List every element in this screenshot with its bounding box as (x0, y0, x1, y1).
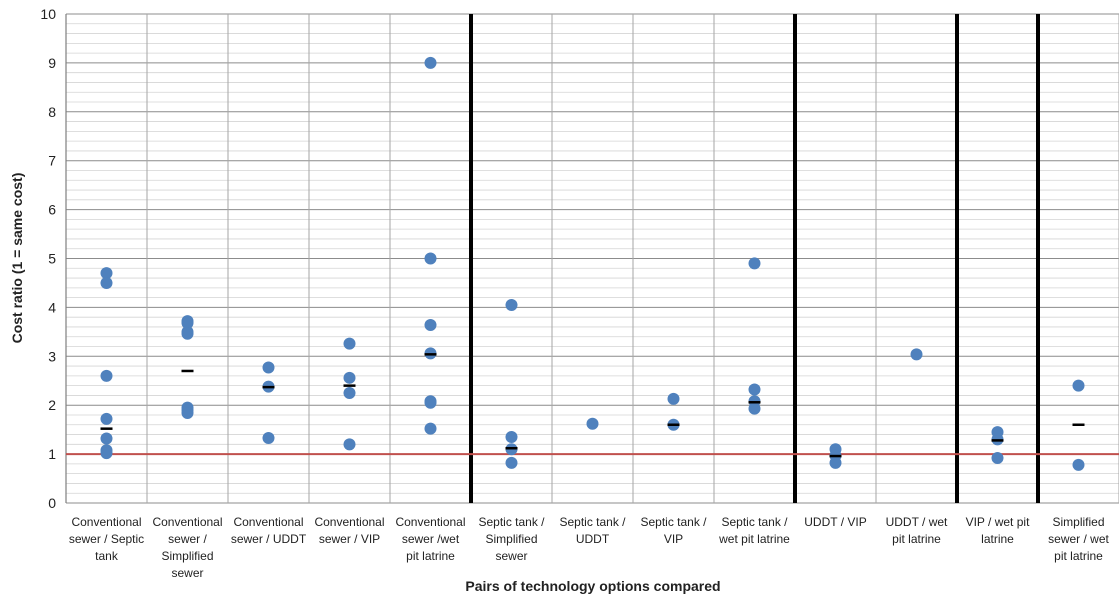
x-category-label-line: pit latrine (1054, 549, 1103, 563)
data-point (424, 252, 437, 265)
x-category-labels: Conventional sewer / Septic tankConvention… (69, 515, 1110, 580)
y-tick-label: 3 (48, 348, 56, 364)
data-point (1072, 379, 1085, 392)
data-point (505, 430, 518, 443)
y-tick-label: 6 (48, 202, 56, 218)
x-category-label-line: Conventional (233, 515, 303, 529)
x-category-label: UDDT / wet pit latrine (886, 515, 948, 546)
data-point (262, 431, 275, 444)
data-point (100, 447, 113, 460)
x-category-label-line: UDDT (576, 532, 610, 546)
x-category-label-line: UDDT / VIP (804, 515, 866, 529)
x-category-label: Simplified sewer / wet pit latrine (1048, 515, 1109, 563)
data-point (100, 267, 113, 280)
x-category-label-line: Conventional (152, 515, 222, 529)
x-category-label-line: tank (95, 549, 119, 563)
data-point (991, 452, 1004, 465)
data-point (424, 422, 437, 435)
data-point (748, 383, 761, 396)
x-category-label-line: VIP (664, 532, 683, 546)
data-point (181, 327, 194, 340)
x-category-label: Conventional sewer / Septic tank (69, 515, 144, 563)
data-point (910, 348, 923, 361)
data-point (343, 337, 356, 350)
data-point (1072, 458, 1085, 471)
x-category-label: Conventional sewer / UDDT (231, 515, 307, 546)
x-axis-title: Pairs of technology options compared (465, 578, 720, 594)
x-category-label-line: Simplified (161, 549, 213, 563)
x-category-label-line: pit latrine (406, 549, 455, 563)
y-tick-label: 2 (48, 397, 56, 413)
data-point (100, 412, 113, 425)
x-category-label: Septic tank / wet pit latrine (718, 515, 790, 546)
data-point (424, 319, 437, 332)
data-point (100, 276, 113, 289)
x-category-label-line: sewer / wet (1048, 532, 1109, 546)
data-point (100, 369, 113, 382)
data-point (424, 56, 437, 69)
y-tick-label: 7 (48, 153, 56, 169)
x-category-label-line: sewer / Septic (69, 532, 144, 546)
x-category-label: Conventional sewer / Simplified sewer (152, 515, 222, 580)
data-point (100, 432, 113, 445)
y-tick-label: 5 (48, 251, 56, 267)
data-point (505, 456, 518, 469)
x-category-label: Septic tank / VIP (640, 515, 707, 546)
y-tick-label: 9 (48, 55, 56, 71)
data-point (181, 407, 194, 420)
x-category-label-line: sewer / VIP (319, 532, 380, 546)
x-category-label-line: Conventional (395, 515, 465, 529)
y-tick-labels: 0 1 2 3 4 5 6 7 8 9 10 (40, 6, 56, 511)
x-category-label-line: Simplified (485, 532, 537, 546)
y-tick-label: 8 (48, 104, 56, 120)
mean-markers (100, 353, 1085, 458)
data-point (343, 386, 356, 399)
data-points (100, 56, 1085, 471)
data-point (343, 371, 356, 384)
data-point (748, 402, 761, 415)
x-category-label-line: sewer (495, 549, 527, 563)
y-axis-title: Cost ratio (1 = same cost) (9, 173, 25, 344)
data-point (748, 257, 761, 270)
x-category-label-line: Septic tank / (721, 515, 788, 529)
x-category-label-line: VIP / wet pit (966, 515, 1030, 529)
x-category-label: Conventional sewer / VIP (314, 515, 384, 546)
x-category-label: Conventional sewer /wet pit latrine (395, 515, 465, 563)
y-tick-label: 4 (48, 299, 56, 315)
x-category-label-line: wet pit latrine (718, 532, 790, 546)
data-point (181, 317, 194, 330)
x-category-label-line: sewer / UDDT (231, 532, 307, 546)
x-category-label-line: sewer / (168, 532, 207, 546)
x-category-label-line: Conventional (314, 515, 384, 529)
data-point (667, 392, 680, 405)
x-category-label-line: Conventional (71, 515, 141, 529)
y-tick-label: 1 (48, 446, 56, 462)
x-category-label-line: pit latrine (892, 532, 941, 546)
x-category-label: Septic tank / Simplified sewer (478, 515, 545, 563)
group-separators (469, 14, 1040, 503)
x-category-label-line: latrine (981, 532, 1014, 546)
data-point (505, 298, 518, 311)
x-category-label-line: Septic tank / (559, 515, 626, 529)
data-point (586, 417, 599, 430)
data-point (343, 438, 356, 451)
x-category-label-line: UDDT / wet (886, 515, 948, 529)
data-point (829, 456, 842, 469)
data-point (262, 361, 275, 374)
x-category-label: VIP / wet pit latrine (966, 515, 1030, 546)
x-category-label-line: Simplified (1052, 515, 1104, 529)
x-category-label: Septic tank / UDDT (559, 515, 626, 546)
y-tick-label: 10 (40, 6, 56, 22)
data-point (424, 396, 437, 409)
x-category-label-line: sewer /wet (402, 532, 460, 546)
x-category-label-line: Septic tank / (478, 515, 545, 529)
x-category-label: UDDT / VIP (804, 515, 866, 529)
y-tick-label: 0 (48, 495, 56, 511)
x-category-label-line: sewer (171, 566, 203, 580)
x-category-label-line: Septic tank / (640, 515, 707, 529)
